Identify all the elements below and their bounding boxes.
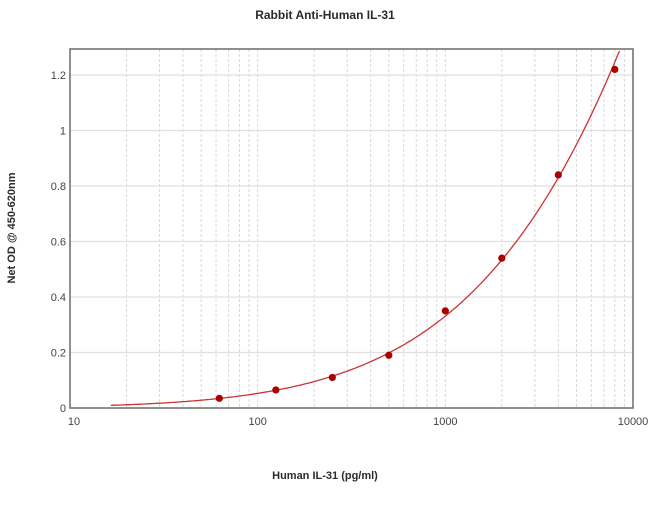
data-point <box>611 65 619 74</box>
data-point <box>272 386 280 394</box>
x-tick-label: 1000 <box>433 416 457 428</box>
y-tick-label: 0 <box>60 403 66 415</box>
x-tick-label: 10 <box>68 416 80 428</box>
chart-title: Rabbit Anti-Human IL-31 <box>255 8 395 22</box>
tick-labels: 0 0.2 0.4 0.6 0.8 1 1.2 10 100 1000 10000 <box>51 70 649 428</box>
data-point <box>441 307 449 315</box>
data-point <box>385 351 393 359</box>
x-axis-label: Human IL-31 (pg/ml) <box>272 470 378 482</box>
x-tick-label: 100 <box>248 416 266 428</box>
x-tick-label: 10000 <box>618 416 649 428</box>
standard-curve-line <box>110 50 620 407</box>
fit-curve <box>110 50 620 407</box>
y-tick-label: 0.8 <box>51 181 66 193</box>
data-point <box>215 394 223 402</box>
y-tick-label: 0.4 <box>51 292 66 304</box>
gridlines <box>70 49 633 408</box>
y-tick-label: 0.6 <box>51 237 66 249</box>
data-point <box>554 171 562 179</box>
y-tick-label: 1 <box>60 126 66 138</box>
y-tick-label: 1.2 <box>51 70 66 82</box>
data-points <box>215 65 619 402</box>
data-point <box>328 373 336 382</box>
y-tick-label: 0.2 <box>51 348 66 360</box>
axes <box>69 48 634 409</box>
plot-frame <box>69 48 634 409</box>
data-point <box>498 254 506 262</box>
